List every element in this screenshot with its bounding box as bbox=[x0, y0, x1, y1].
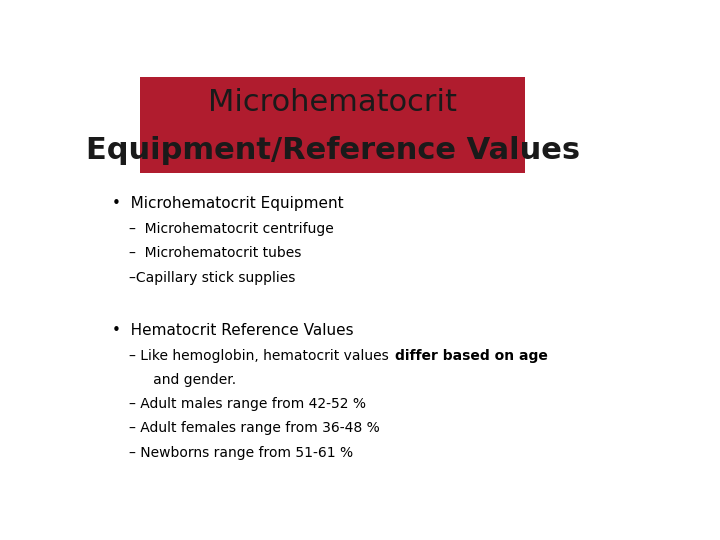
Text: – Newborns range from 51-61 %: – Newborns range from 51-61 % bbox=[129, 446, 354, 460]
Text: –  Microhematocrit tubes: – Microhematocrit tubes bbox=[129, 246, 302, 260]
Text: –  Microhematocrit centrifuge: – Microhematocrit centrifuge bbox=[129, 222, 334, 237]
Text: –Capillary stick supplies: –Capillary stick supplies bbox=[129, 271, 295, 285]
FancyBboxPatch shape bbox=[140, 77, 526, 173]
Text: Equipment/Reference Values: Equipment/Reference Values bbox=[86, 136, 580, 165]
Text: •  Microhematocrit Equipment: • Microhematocrit Equipment bbox=[112, 196, 344, 211]
Text: •  Hematocrit Reference Values: • Hematocrit Reference Values bbox=[112, 322, 354, 338]
Text: – Adult males range from 42-52 %: – Adult males range from 42-52 % bbox=[129, 397, 366, 411]
Text: – Like hemoglobin, hematocrit values: – Like hemoglobin, hematocrit values bbox=[129, 349, 393, 363]
Text: – Adult females range from 36-48 %: – Adult females range from 36-48 % bbox=[129, 422, 380, 435]
Text: and gender.: and gender. bbox=[140, 373, 236, 387]
Text: differ based on age: differ based on age bbox=[395, 349, 548, 363]
Text: Microhematocrit: Microhematocrit bbox=[208, 87, 457, 117]
